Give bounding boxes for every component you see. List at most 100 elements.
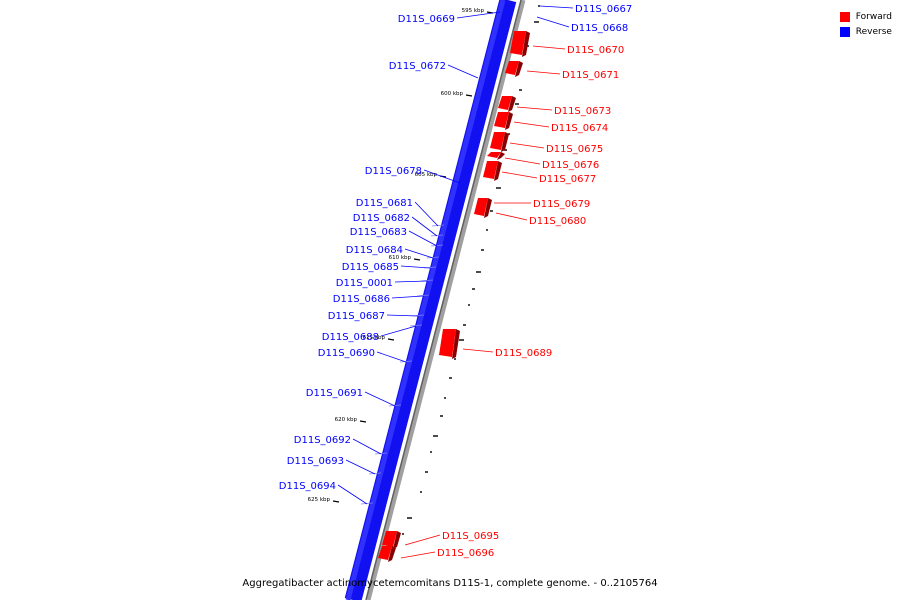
gene-label-d11s-0680: D11S_0680: [529, 216, 586, 227]
gene-label-d11s-0667: D11S_0667: [575, 4, 632, 15]
gene-label-d11s-0686: D11S_0686: [333, 294, 390, 305]
reverse-gene-feature: [426, 256, 440, 259]
gene-label-d11s-0676: D11S_0676: [542, 160, 599, 171]
scale-tick-major: [359, 420, 367, 423]
legend-item-forward: Forward: [839, 9, 892, 24]
leader-line: [495, 212, 528, 221]
gene-label-d11s-0690: D11S_0690: [318, 348, 375, 359]
forward-gene-feature: [439, 329, 456, 357]
leader-line: [394, 280, 428, 283]
scale-label: 615 kbp: [363, 335, 386, 341]
forward-gene-shadow: [393, 531, 401, 549]
backbone-grey-inner: [365, 0, 522, 600]
reverse-gene-feature: [360, 502, 374, 505]
legend-swatch-reverse: [839, 26, 850, 37]
leader-line: [447, 64, 479, 79]
scale-label: 610 kbp: [389, 255, 412, 261]
legend: Forward Reverse: [839, 9, 892, 39]
leader-line: [501, 171, 538, 179]
leader-line: [513, 121, 550, 128]
forward-gene-shadow: [505, 112, 513, 130]
gene-label-d11s-0693: D11S_0693: [287, 456, 344, 467]
gene-label-d11s-0681: D11S_0681: [356, 198, 413, 209]
legend-swatch-forward: [839, 11, 850, 22]
forward-gene-feature: [510, 31, 526, 55]
leader-line: [539, 5, 574, 9]
genome-backbone: [344, 0, 526, 600]
scale-label: 600 kbp: [441, 91, 464, 97]
gene-label-d11s-0677: D11S_0677: [539, 174, 596, 185]
gene-label-d11s-0692: D11S_0692: [294, 435, 351, 446]
forward-gene-shadow: [501, 132, 509, 152]
gene-label-d11s-0671: D11S_0671: [562, 70, 619, 81]
leader-line: [376, 351, 407, 363]
gene-label-d11s-0691: D11S_0691: [306, 388, 363, 399]
leader-line: [404, 248, 434, 259]
reverse-gene-feature: [399, 360, 413, 363]
gene-label-d11s-0001: D11S_0001: [336, 278, 393, 289]
forward-gene-shadow: [497, 152, 505, 160]
leader-line: [509, 142, 545, 149]
gene-label-d11s-0668: D11S_0668: [571, 23, 628, 34]
leader-line: [526, 70, 561, 75]
reverse-gene-feature: [388, 404, 402, 407]
leader-line: [516, 106, 553, 111]
leader-line: [386, 314, 419, 317]
gene-label-d11s-0678: D11S_0678: [365, 166, 422, 177]
reverse-gene-feature: [416, 294, 430, 297]
forward-gene-feature: [483, 161, 498, 179]
gene-label-d11s-0687: D11S_0687: [328, 311, 385, 322]
leader-line: [380, 325, 417, 337]
forward-gene-feature: [474, 198, 488, 216]
forward-gene-shadow: [522, 31, 530, 57]
forward-gene-shadow: [515, 61, 523, 77]
scale-ticks: [402, 5, 540, 535]
label-leader-lines: [337, 5, 574, 559]
gene-label-d11s-0669: D11S_0669: [398, 14, 455, 25]
forward-gene-feature: [378, 546, 392, 560]
map-caption: Aggregatibacter actinomycetemcomitans D1…: [242, 578, 658, 589]
gene-label-d11s-0695: D11S_0695: [442, 531, 499, 542]
gene-label-d11s-0683: D11S_0683: [350, 227, 407, 238]
leader-line: [400, 551, 436, 559]
backbone-grey-outer: [365, 0, 526, 600]
forward-gene-shadow: [388, 546, 396, 562]
gene-label-d11s-0674: D11S_0674: [551, 123, 608, 134]
gene-label-d11s-0679: D11S_0679: [533, 199, 590, 210]
gene-label-d11s-0675: D11S_0675: [546, 144, 603, 155]
gene-label-d11s-0685: D11S_0685: [342, 262, 399, 273]
leader-line: [391, 295, 424, 299]
forward-gene-feature: [487, 152, 501, 158]
reverse-gene-feature: [430, 244, 444, 247]
reverse-gene-feature: [368, 472, 382, 475]
gene-label-d11s-0673: D11S_0673: [554, 106, 611, 117]
leader-line: [408, 230, 438, 247]
gene-label-d11s-0670: D11S_0670: [567, 45, 624, 56]
forward-gene-feature: [505, 61, 519, 75]
forward-gene-shadow: [494, 161, 502, 181]
gene-labels: D11S_0667 D11S_0668 D11S_0669 D11S_0670 D11S…: [279, 4, 632, 559]
forward-gene-feature: [490, 132, 505, 150]
scale-tick-major: [387, 338, 395, 341]
backbone-reverse-track: [344, 0, 517, 600]
leader-line: [411, 216, 438, 237]
scale-label: 625 kbp: [308, 497, 331, 503]
gene-label-d11s-0688: D11S_0688: [322, 332, 379, 343]
scale-label: 595 kbp: [462, 8, 485, 14]
reverse-gene-feature: [374, 452, 388, 455]
gene-label-d11s-0694: D11S_0694: [279, 481, 336, 492]
legend-item-reverse: Reverse: [839, 24, 892, 39]
gene-label-d11s-0672: D11S_0672: [389, 61, 446, 72]
leader-line: [414, 201, 439, 227]
leader-line: [456, 11, 501, 19]
gene-label-d11s-0689: D11S_0689: [495, 348, 552, 359]
scale-label: 605 kbp: [415, 172, 438, 178]
legend-label-forward: Forward: [855, 11, 892, 22]
backbone-reverse-highlight: [345, 0, 506, 600]
leader-line: [462, 348, 494, 353]
leader-line: [364, 391, 396, 407]
leader-line: [400, 265, 431, 269]
leader-line: [404, 534, 441, 546]
leader-line: [532, 45, 566, 50]
leader-line: [536, 16, 570, 28]
